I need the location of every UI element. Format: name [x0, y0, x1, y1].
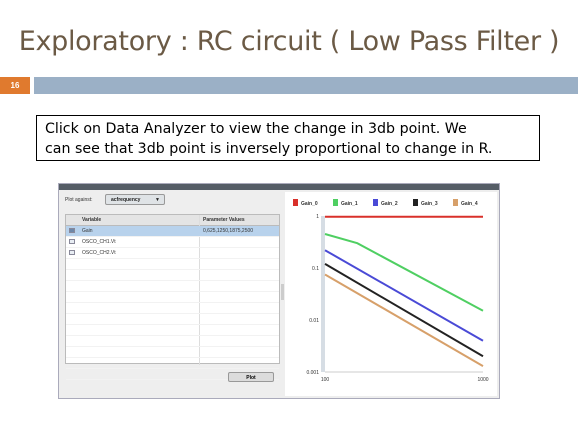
series-line	[324, 233, 484, 312]
plot-against-select[interactable]: acfrequency ▼	[105, 194, 165, 205]
header-bar	[34, 77, 578, 94]
row-variable: OSCO_CH1.Vt	[82, 239, 116, 245]
legend-swatch	[453, 199, 458, 206]
legend-label: Gain_1	[341, 201, 358, 207]
variables-table: Variable Parameter Values Gain 0,625,1250…	[65, 214, 280, 380]
x-tick-label: 100	[321, 377, 330, 383]
row-variable: Gain	[82, 228, 93, 234]
y-axis-strip	[321, 216, 325, 372]
plot-button[interactable]: Plot	[228, 372, 274, 382]
column-header-variable[interactable]: Variable	[82, 217, 102, 223]
data-analyzer-window: Plot against: acfrequency ▼ Variable Par…	[58, 183, 500, 399]
legend-swatch	[413, 199, 418, 206]
series-line	[324, 263, 484, 358]
legend-label: Gain_3	[421, 201, 438, 207]
empty-row	[66, 358, 279, 369]
empty-row	[66, 292, 279, 303]
window-titlebar	[59, 184, 499, 199]
caption-line-2: can see that 3db point is inversely prop…	[45, 141, 493, 157]
series-line	[324, 249, 484, 342]
y-tick-label: 1	[316, 214, 319, 220]
table-row[interactable]: OSCO_CH2.Vt	[66, 248, 279, 259]
y-tick-label: 0.01	[309, 318, 319, 324]
x-tick-label: 1000	[477, 377, 488, 383]
empty-row	[66, 303, 279, 314]
plot-against-label: Plot against:	[65, 197, 93, 203]
row-variable: OSCO_CH2.Vt	[82, 250, 116, 256]
series-line	[324, 273, 484, 367]
slide-number: 16	[0, 77, 30, 94]
caption-box: Click on Data Analyzer to view the chang…	[36, 115, 540, 161]
empty-row	[66, 347, 279, 358]
empty-row	[66, 336, 279, 347]
row-checkbox[interactable]	[69, 228, 75, 233]
legend-swatch	[293, 199, 298, 206]
empty-row	[66, 325, 279, 336]
chevron-down-icon: ▼	[155, 197, 160, 203]
empty-row	[66, 281, 279, 292]
legend-label: Gain_2	[381, 201, 398, 207]
slide-title: Exploratory : RC circuit ( Low Pass Filt…	[18, 26, 560, 57]
panel-splitter-handle[interactable]	[281, 284, 284, 300]
caption-line-1: Click on Data Analyzer to view the chang…	[45, 121, 467, 137]
table-header: Variable Parameter Values	[66, 215, 279, 365]
empty-row	[66, 314, 279, 325]
table-row[interactable]: OSCO_CH1.Vt	[66, 237, 279, 248]
legend-swatch	[373, 199, 378, 206]
column-header-parameter-values[interactable]: Parameter Values	[203, 217, 245, 223]
row-checkbox[interactable]	[69, 250, 75, 255]
y-tick-label: 0.001	[306, 370, 319, 376]
empty-row	[66, 369, 279, 380]
y-tick-label: 0.1	[312, 266, 319, 272]
legend-label: Gain_0	[301, 201, 318, 207]
empty-row	[66, 259, 279, 270]
gain-chart: Gain_0 Gain_1 Gain_2 Gain_3 Gain_4 1 0.1 0.01 0.…	[285, 192, 497, 396]
plot-against-value: acfrequency	[111, 197, 141, 203]
row-parameter-values: 0,625,1250,1875,2500	[203, 228, 254, 234]
variables-panel: Plot against: acfrequency ▼ Variable Par…	[63, 194, 280, 394]
table-row[interactable]: Gain 0,625,1250,1875,2500	[66, 226, 279, 237]
empty-row	[66, 270, 279, 281]
legend-swatch	[333, 199, 338, 206]
legend-label: Gain_4	[461, 201, 478, 207]
row-checkbox[interactable]	[69, 239, 75, 244]
